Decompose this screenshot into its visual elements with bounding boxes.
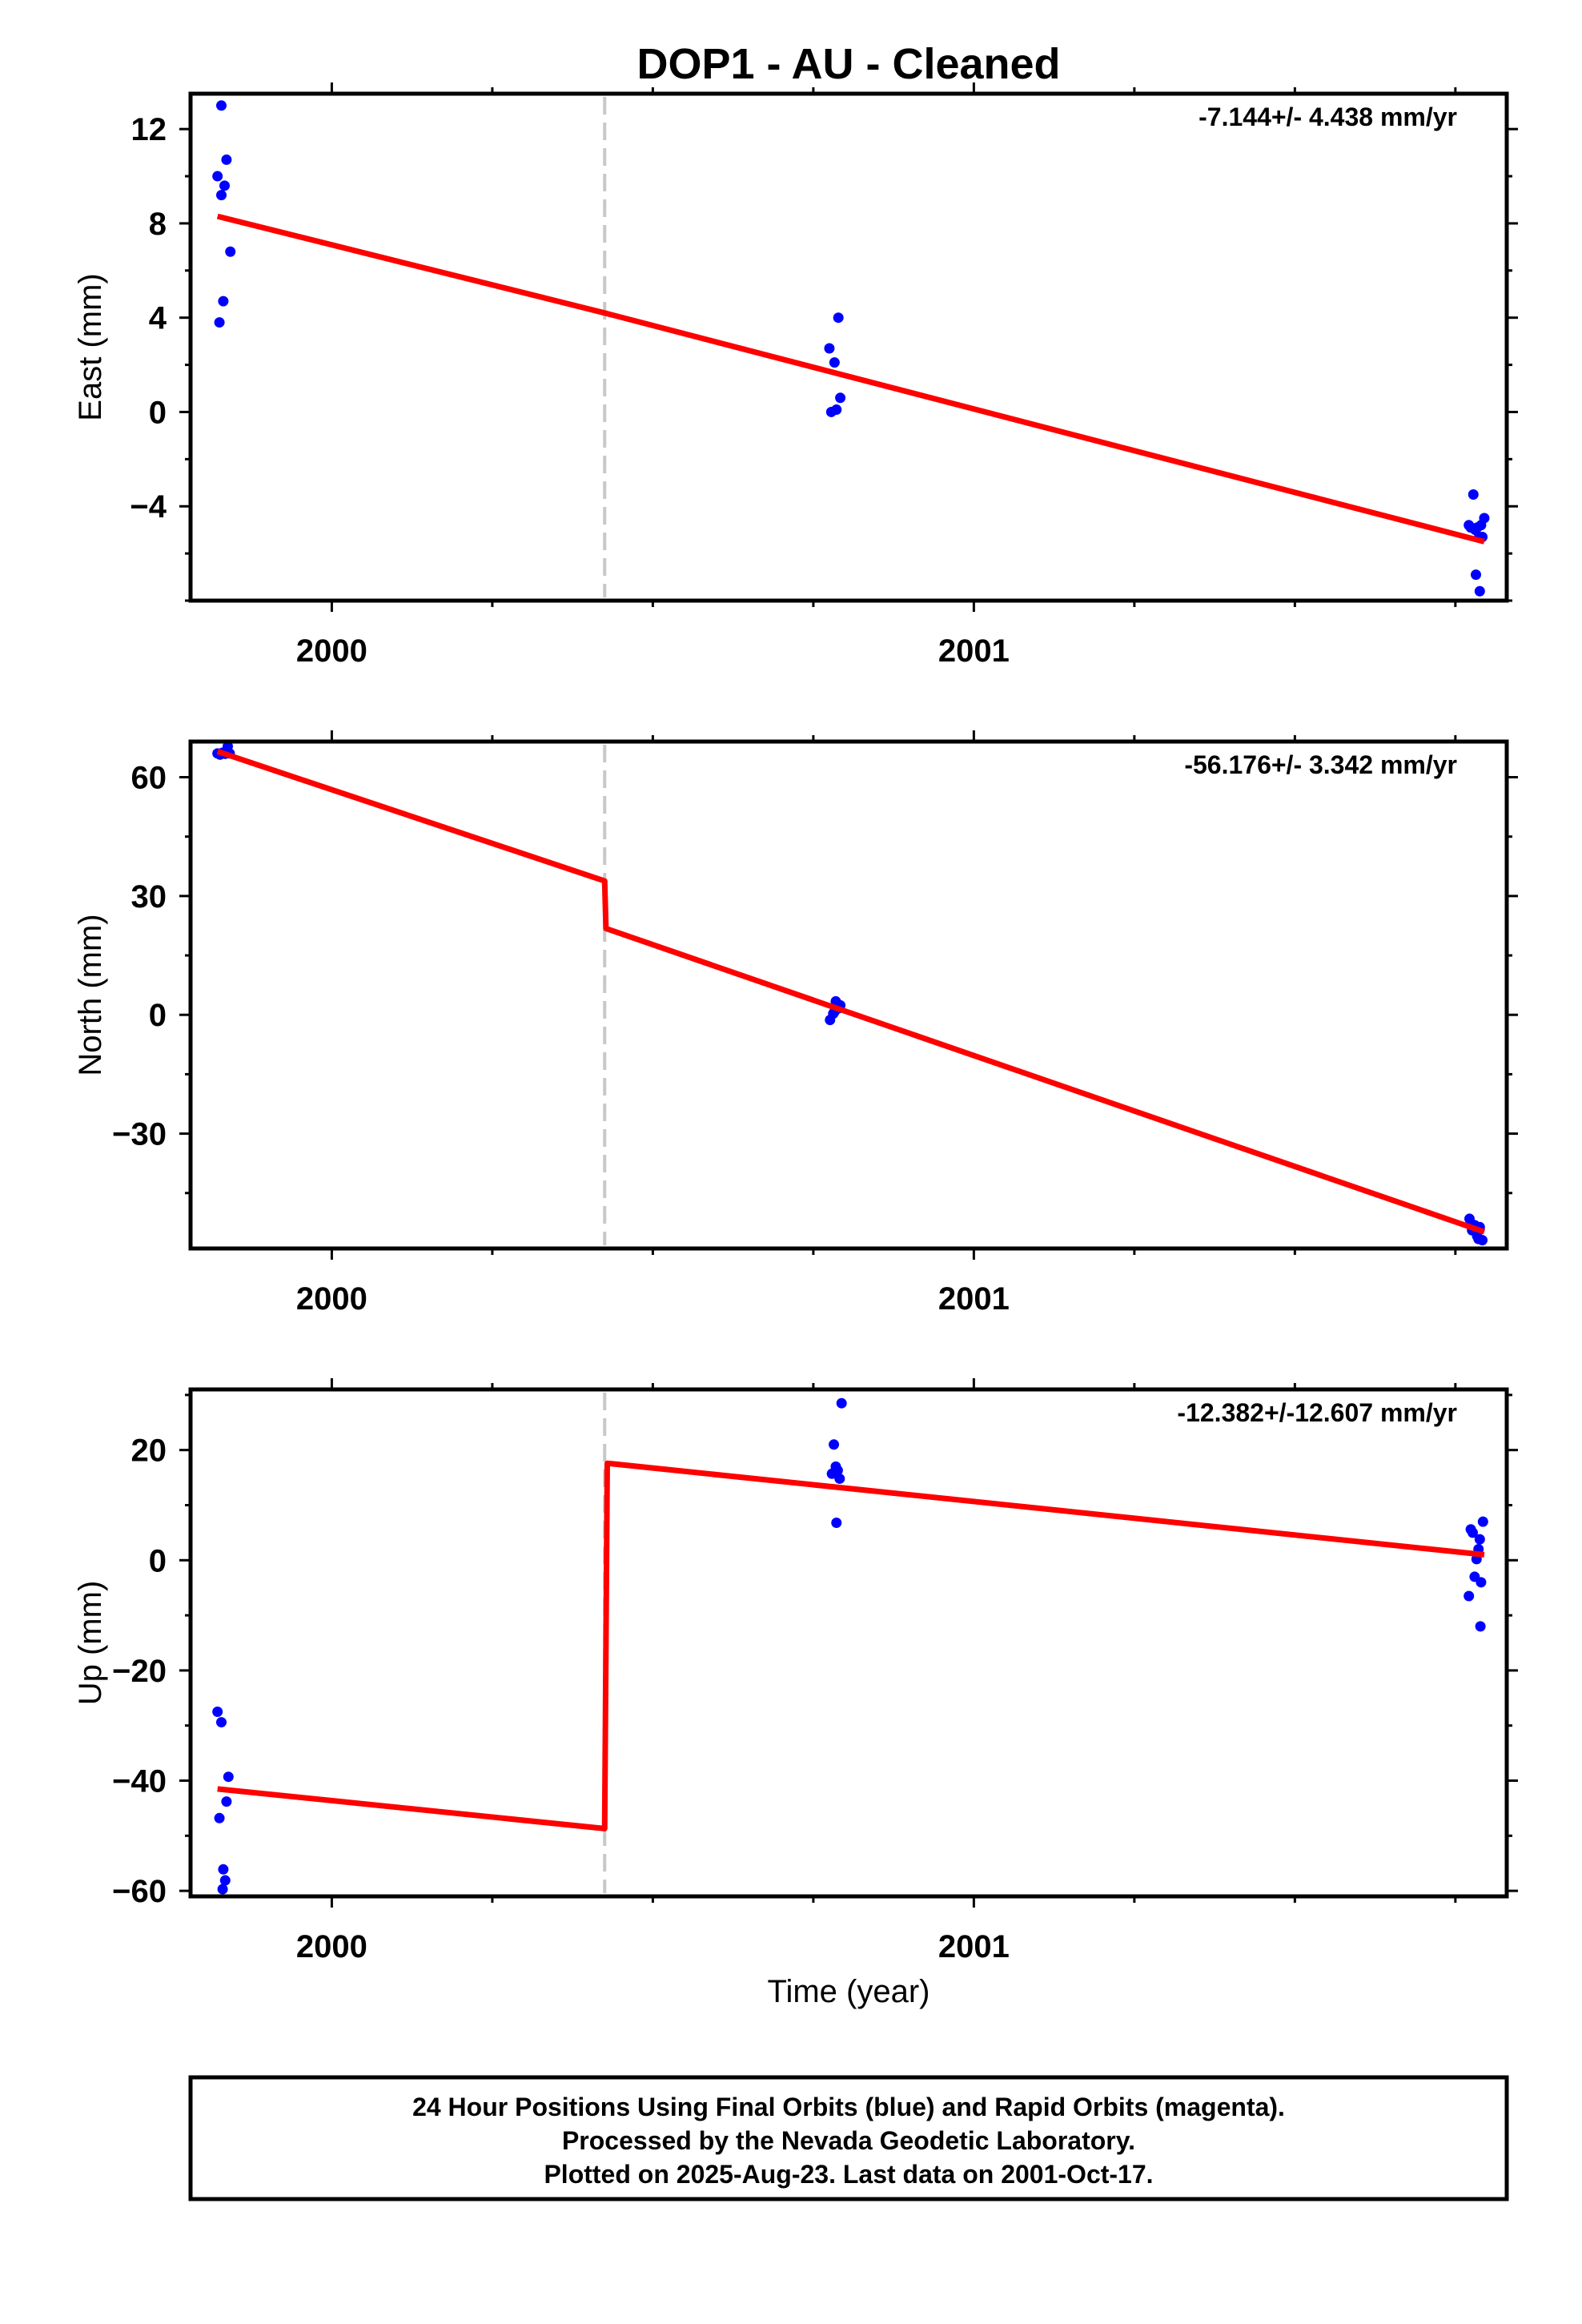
plot-frame <box>188 91 1509 603</box>
footer-box: 24 Hour Positions Using Final Orbits (bl… <box>188 2075 1509 2201</box>
data-point <box>212 171 223 182</box>
data-point <box>1467 1527 1478 1538</box>
data-point <box>829 1439 840 1450</box>
y-tick-label: −40 <box>112 1764 167 1799</box>
plot-frame <box>188 1387 1509 1899</box>
data-point <box>832 1465 843 1476</box>
data-point <box>1474 585 1485 597</box>
data-point <box>215 190 227 201</box>
data-point <box>217 1884 228 1895</box>
data-point <box>1475 1621 1486 1632</box>
data-point <box>1474 1534 1485 1545</box>
plot-frame <box>188 739 1509 1251</box>
y-tick-label: −4 <box>130 489 167 525</box>
data-point <box>214 1812 225 1823</box>
data-point <box>1471 569 1482 581</box>
data-point <box>214 317 225 328</box>
panel-north: 60 30 0 −30 2000 2001 -56.176+/- 3.342 mm/yr No… <box>73 730 1518 1317</box>
data-point <box>219 1875 231 1886</box>
model-fit-line <box>216 213 1485 545</box>
data-point <box>834 1473 845 1484</box>
rate-label: -56.176+/- 3.342 mm/yr <box>1184 750 1457 779</box>
data-point <box>215 1717 227 1728</box>
data-point <box>1476 1577 1487 1588</box>
figure-title: DOP1 - AU - Cleaned <box>636 40 1060 88</box>
y-tick-label: 0 <box>149 395 167 430</box>
data-point <box>836 1397 847 1409</box>
y-tick-label: −60 <box>112 1874 167 1909</box>
data-point <box>218 296 229 307</box>
footer-frame <box>188 2075 1509 2201</box>
x-tick-label: 2000 <box>296 1929 367 1964</box>
y-axis-label: East (mm) <box>73 273 108 420</box>
footer-line-1: 24 Hour Positions Using Final Orbits (bl… <box>412 2093 1285 2121</box>
data-point <box>824 343 835 354</box>
panel-up: 20 0 −20 −40 −60 2000 2001 -12.382+/-12.607 mm/… <box>73 1378 1518 2009</box>
data-point <box>219 180 231 191</box>
rate-label: -7.144+/- 4.438 mm/yr <box>1199 103 1457 131</box>
data-point <box>831 1518 842 1529</box>
data-point <box>829 357 840 368</box>
data-point <box>223 1771 234 1783</box>
model-fit-line <box>216 749 1486 1235</box>
data-point <box>1468 489 1479 501</box>
x-tick-label: 2001 <box>938 1281 1010 1317</box>
y-axis-label: North (mm) <box>73 914 108 1076</box>
y-tick-label: 8 <box>149 207 167 242</box>
y-tick-label: −30 <box>112 1117 167 1152</box>
panel-east: 12 8 4 0 −4 2000 2001 -7.144+/- 4.438 mm/yr East… <box>73 82 1518 669</box>
data-point <box>1473 1233 1484 1244</box>
x-tick-label: 2001 <box>938 1929 1010 1964</box>
data-point <box>831 404 842 416</box>
x-tick-label: 2001 <box>938 633 1010 669</box>
data-point <box>225 246 236 257</box>
data-point <box>835 392 846 404</box>
y-tick-label: 20 <box>131 1433 167 1469</box>
y-tick-label: 12 <box>131 112 167 147</box>
data-point <box>221 154 232 165</box>
data-point <box>218 1864 229 1875</box>
footer-line-2: Processed by the Nevada Geodetic Laborat… <box>562 2126 1135 2155</box>
data-point <box>1479 513 1490 524</box>
y-tick-label: 4 <box>149 301 167 336</box>
data-point <box>833 312 844 324</box>
x-axis-label: Time (year) <box>768 1974 930 2009</box>
y-tick-label: −20 <box>112 1654 167 1689</box>
y-tick-label: 30 <box>131 879 167 915</box>
y-axis-label: Up (mm) <box>73 1581 108 1706</box>
rate-label: -12.382+/-12.607 mm/yr <box>1177 1398 1457 1427</box>
x-tick-label: 2000 <box>296 633 367 669</box>
data-point <box>212 1707 223 1718</box>
data-point <box>1477 1516 1488 1527</box>
model-fit-line <box>217 1460 1485 1831</box>
y-tick-label: 0 <box>149 1543 167 1578</box>
y-tick-label: 60 <box>131 761 167 796</box>
data-point <box>215 100 227 111</box>
data-point <box>221 1796 232 1807</box>
data-point <box>1464 1590 1475 1602</box>
x-tick-label: 2000 <box>296 1281 367 1317</box>
footer-line-3: Plotted on 2025-Aug-23. Last data on 200… <box>544 2160 1153 2189</box>
y-tick-label: 0 <box>149 998 167 1033</box>
